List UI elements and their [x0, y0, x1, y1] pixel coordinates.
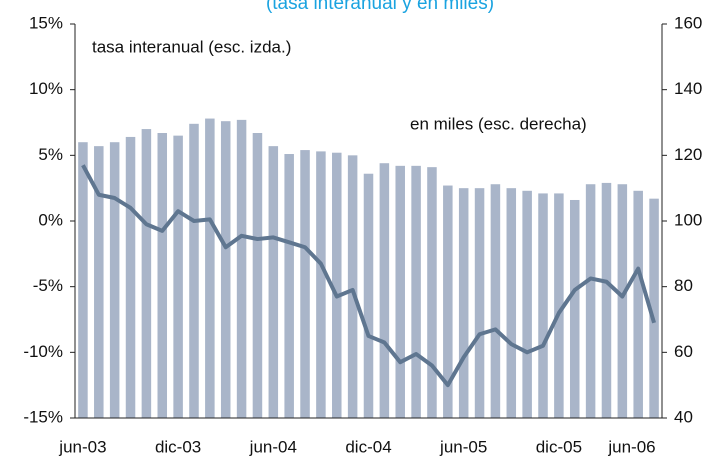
bar — [490, 184, 501, 418]
bar — [236, 119, 247, 418]
y-tick-label: -10% — [23, 342, 63, 361]
bar — [268, 146, 279, 418]
bar — [94, 146, 104, 418]
bar — [125, 136, 136, 419]
y-tick-label: -5% — [33, 276, 63, 295]
bar — [458, 188, 469, 418]
bar — [601, 182, 612, 418]
y2-tick-label: 140 — [674, 79, 702, 98]
x-tick-label: jun-06 — [607, 437, 655, 456]
x-tick-label: dic-03 — [155, 437, 201, 456]
x-tick-label: dic-05 — [536, 437, 582, 456]
y2-tick-label: 40 — [674, 407, 693, 426]
bar — [411, 165, 421, 418]
y2-tick-label: 160 — [674, 13, 702, 32]
y-tick-label: 5% — [38, 145, 63, 164]
x-tick-label: jun-05 — [439, 437, 487, 456]
y2-tick-label: 100 — [674, 210, 702, 229]
bar — [347, 155, 358, 419]
x-tick-label: dic-04 — [345, 437, 391, 456]
bar — [141, 129, 152, 419]
chart-title: (tasa interanual y en miles) — [266, 0, 494, 14]
x-tick-label: jun-04 — [249, 437, 297, 456]
x-tick-label: jun-03 — [58, 437, 106, 456]
bar — [395, 165, 405, 418]
bar — [173, 135, 183, 418]
bar — [474, 188, 485, 418]
bar — [569, 199, 580, 418]
series-label: en miles (esc. derecha) — [410, 114, 587, 133]
bar — [332, 152, 342, 418]
bar — [220, 121, 231, 418]
bar — [617, 184, 628, 418]
y2-tick-label: 120 — [674, 145, 702, 164]
bar — [284, 154, 294, 418]
line — [81, 164, 656, 388]
y-tick-label: 0% — [38, 210, 63, 229]
bar — [363, 173, 374, 418]
bar — [427, 167, 437, 418]
bar — [585, 184, 596, 418]
bar — [109, 142, 120, 418]
y-tick-label: 10% — [29, 79, 63, 98]
y2-tick-label: 60 — [674, 342, 693, 361]
bar — [157, 133, 168, 419]
bar — [443, 185, 453, 418]
y-tick-label: 15% — [29, 13, 63, 32]
bar — [205, 118, 215, 418]
bar — [189, 123, 199, 419]
bar — [554, 193, 564, 418]
bar — [300, 150, 310, 418]
bar — [252, 133, 263, 419]
y-tick-label: -15% — [23, 407, 63, 426]
y2-tick-label: 80 — [674, 276, 693, 295]
series-label: tasa interanual (esc. izda.) — [92, 37, 291, 56]
bar — [78, 142, 88, 418]
bar — [522, 190, 532, 418]
bar — [649, 198, 659, 418]
bar — [506, 188, 517, 418]
bar — [316, 151, 326, 419]
bar — [538, 193, 548, 418]
bar — [379, 163, 390, 418]
bar — [633, 190, 643, 418]
